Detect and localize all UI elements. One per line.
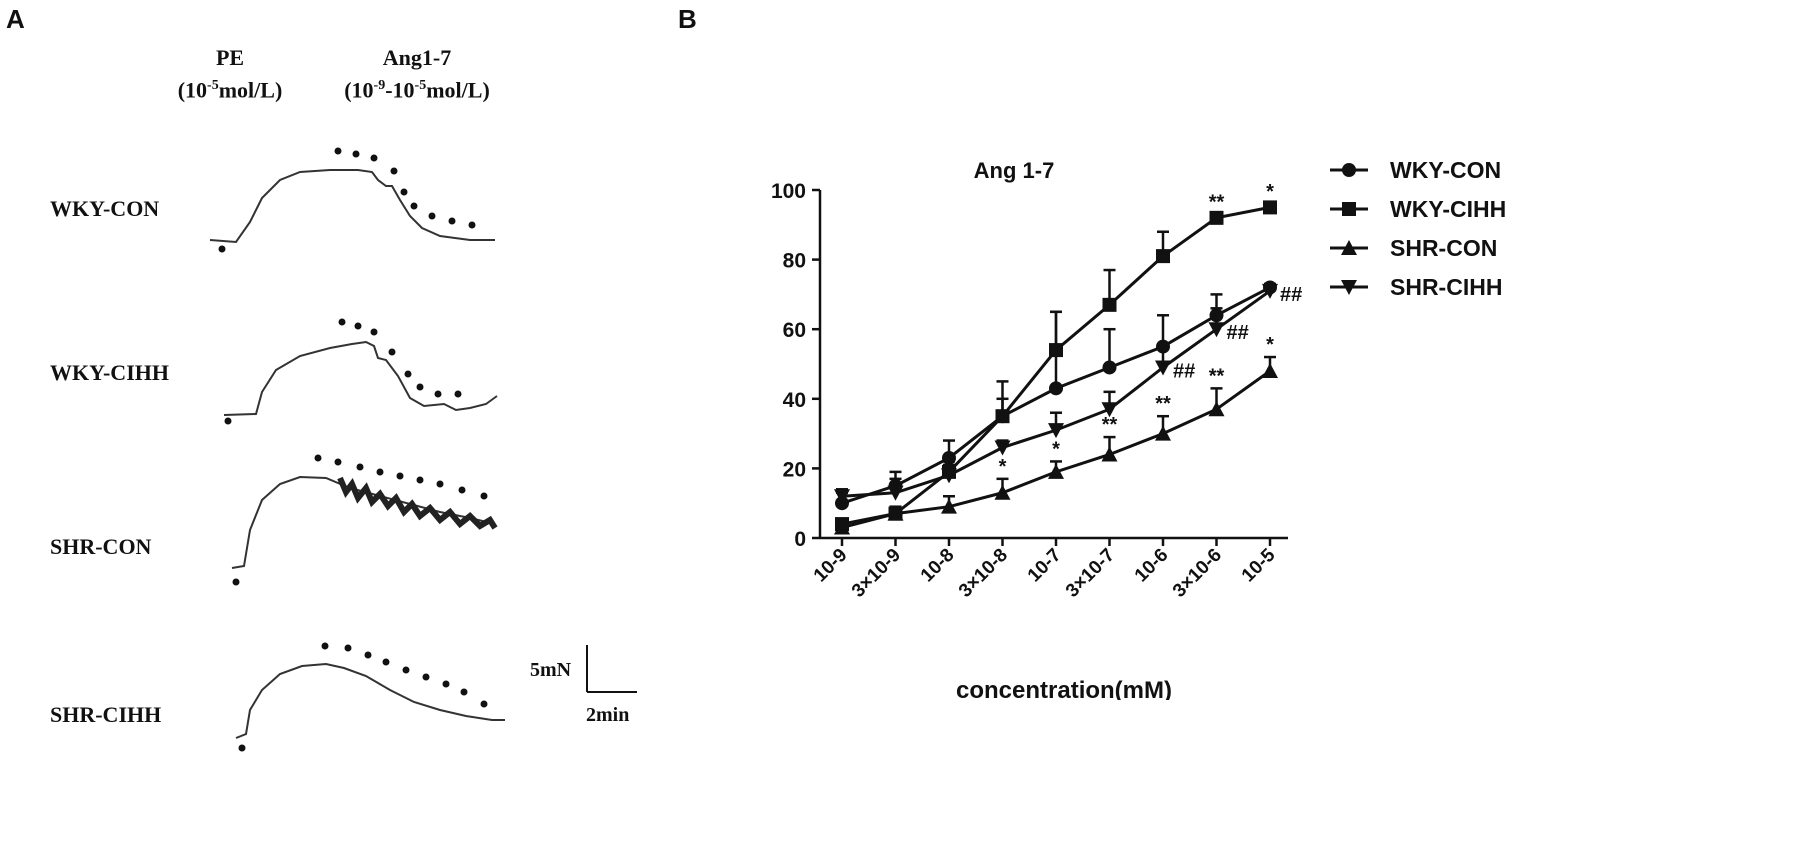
point-shr-con xyxy=(994,484,1011,500)
point-shr-cihh xyxy=(1262,283,1278,299)
trace-label-wky-con: WKY-CON xyxy=(50,196,160,221)
significance-mark: * xyxy=(1052,438,1060,460)
significance-mark: ** xyxy=(1155,393,1171,415)
ang-concentration: (10-9-10-5mol/L) xyxy=(344,77,490,103)
y-tick-label: 20 xyxy=(783,458,806,481)
x-axis-label: concentration(mM) xyxy=(956,677,1172,700)
trace-wky-con xyxy=(209,147,495,253)
x-tick-label: 10-6 xyxy=(1131,545,1173,587)
point-shr-con xyxy=(1208,401,1225,417)
significance-mark: ** xyxy=(1209,365,1225,387)
significance-mark: ## xyxy=(1227,322,1249,344)
point-shr-con xyxy=(941,498,957,514)
panel-a-label: A xyxy=(6,4,25,34)
y-tick-label: 60 xyxy=(783,319,806,342)
point-wky-con xyxy=(1049,381,1063,396)
point-shr-con xyxy=(1048,463,1064,479)
legend-marker-shr-con xyxy=(1341,240,1357,255)
point-shr-con xyxy=(887,505,904,521)
significance-mark: * xyxy=(1266,181,1274,203)
point-wky-cihh xyxy=(1156,249,1170,264)
point-wky-cihh xyxy=(1102,297,1117,312)
legend-label-wky-cihh: WKY-CIHH xyxy=(1390,196,1506,222)
point-shr-cihh xyxy=(1048,423,1064,439)
legend-marker-shr-cihh xyxy=(1341,280,1357,295)
point-wky-cihh xyxy=(995,409,1010,424)
x-tick-label: 10-9 xyxy=(810,545,852,587)
x-tick-label: 10-5 xyxy=(1238,544,1280,586)
point-shr-con xyxy=(834,519,850,535)
scale-time-label: 2min xyxy=(586,704,630,726)
significance-mark: ** xyxy=(1102,414,1118,436)
significance-mark: ** xyxy=(1209,191,1225,213)
x-tick-label: 3×10-9 xyxy=(848,545,905,602)
point-wky-cihh xyxy=(1049,343,1063,358)
tension-traces xyxy=(209,147,637,752)
significance-mark: ## xyxy=(1280,284,1302,306)
relaxation-chart: Ang 1-7 0 20 40 60 80 100 10-93×10-9 10-83×10-8 1… xyxy=(771,160,1506,700)
significance-mark: ## xyxy=(1173,360,1195,382)
legend-label-shr-cihh: SHR-CIHH xyxy=(1390,274,1502,300)
ang-header: Ang1-7 (10-9-10-5mol/L) xyxy=(322,44,512,104)
panel-b-label: B xyxy=(678,4,697,34)
x-tick-label: 10-7 xyxy=(1024,545,1066,587)
legend-marker-wky-con xyxy=(1342,163,1356,177)
scale-force-label: 5mN xyxy=(530,659,572,681)
point-shr-cihh xyxy=(887,485,904,501)
point-shr-cihh xyxy=(941,468,957,484)
trace-label-shr-cihh: SHR-CIHH xyxy=(50,702,162,727)
pe-name: PE xyxy=(215,45,245,70)
point-shr-cihh xyxy=(1155,360,1171,376)
ang-name: Ang1-7 xyxy=(382,45,452,70)
trace-wky-cihh xyxy=(223,318,498,425)
chart-title: Ang 1-7 xyxy=(974,160,1055,183)
point-wky-cihh xyxy=(1263,200,1277,215)
point-shr-cihh xyxy=(1101,402,1118,418)
point-shr-con xyxy=(1155,425,1171,441)
significance-mark: * xyxy=(999,456,1007,478)
legend-marker-wky-cihh xyxy=(1342,202,1356,216)
point-wky-cihh xyxy=(1209,210,1224,225)
point-shr-cihh xyxy=(994,440,1011,456)
x-tick-label: 3×10-7 xyxy=(1062,545,1119,602)
point-shr-con xyxy=(1262,362,1278,378)
y-tick-label: 0 xyxy=(794,528,806,551)
point-shr-con xyxy=(1101,446,1118,462)
point-shr-cihh xyxy=(834,489,850,505)
x-tick-label: 3×10-6 xyxy=(1169,545,1226,602)
trace-label-wky-cihh: WKY-CIHH xyxy=(50,360,169,385)
pe-header: PE (10-5mol/L) xyxy=(170,44,290,104)
scale-bar xyxy=(586,645,637,693)
legend-label-wky-con: WKY-CON xyxy=(1390,160,1501,183)
trace-shr-cihh xyxy=(235,642,505,752)
legend-label-shr-con: SHR-CON xyxy=(1390,235,1497,261)
y-tick-label: 100 xyxy=(771,180,806,203)
y-tick-label: 80 xyxy=(783,250,806,273)
significance-mark: * xyxy=(1266,334,1274,356)
trace-label-shr-con: SHR-CON xyxy=(50,534,152,559)
point-wky-con xyxy=(1102,360,1117,375)
pe-concentration: (10-5mol/L) xyxy=(177,77,283,103)
x-tick-label: 10-8 xyxy=(917,545,959,587)
y-tick-label: 40 xyxy=(783,389,806,412)
x-tick-label: 3×10-8 xyxy=(955,545,1012,602)
trace-shr-con xyxy=(231,454,498,586)
point-shr-cihh xyxy=(1208,322,1225,338)
